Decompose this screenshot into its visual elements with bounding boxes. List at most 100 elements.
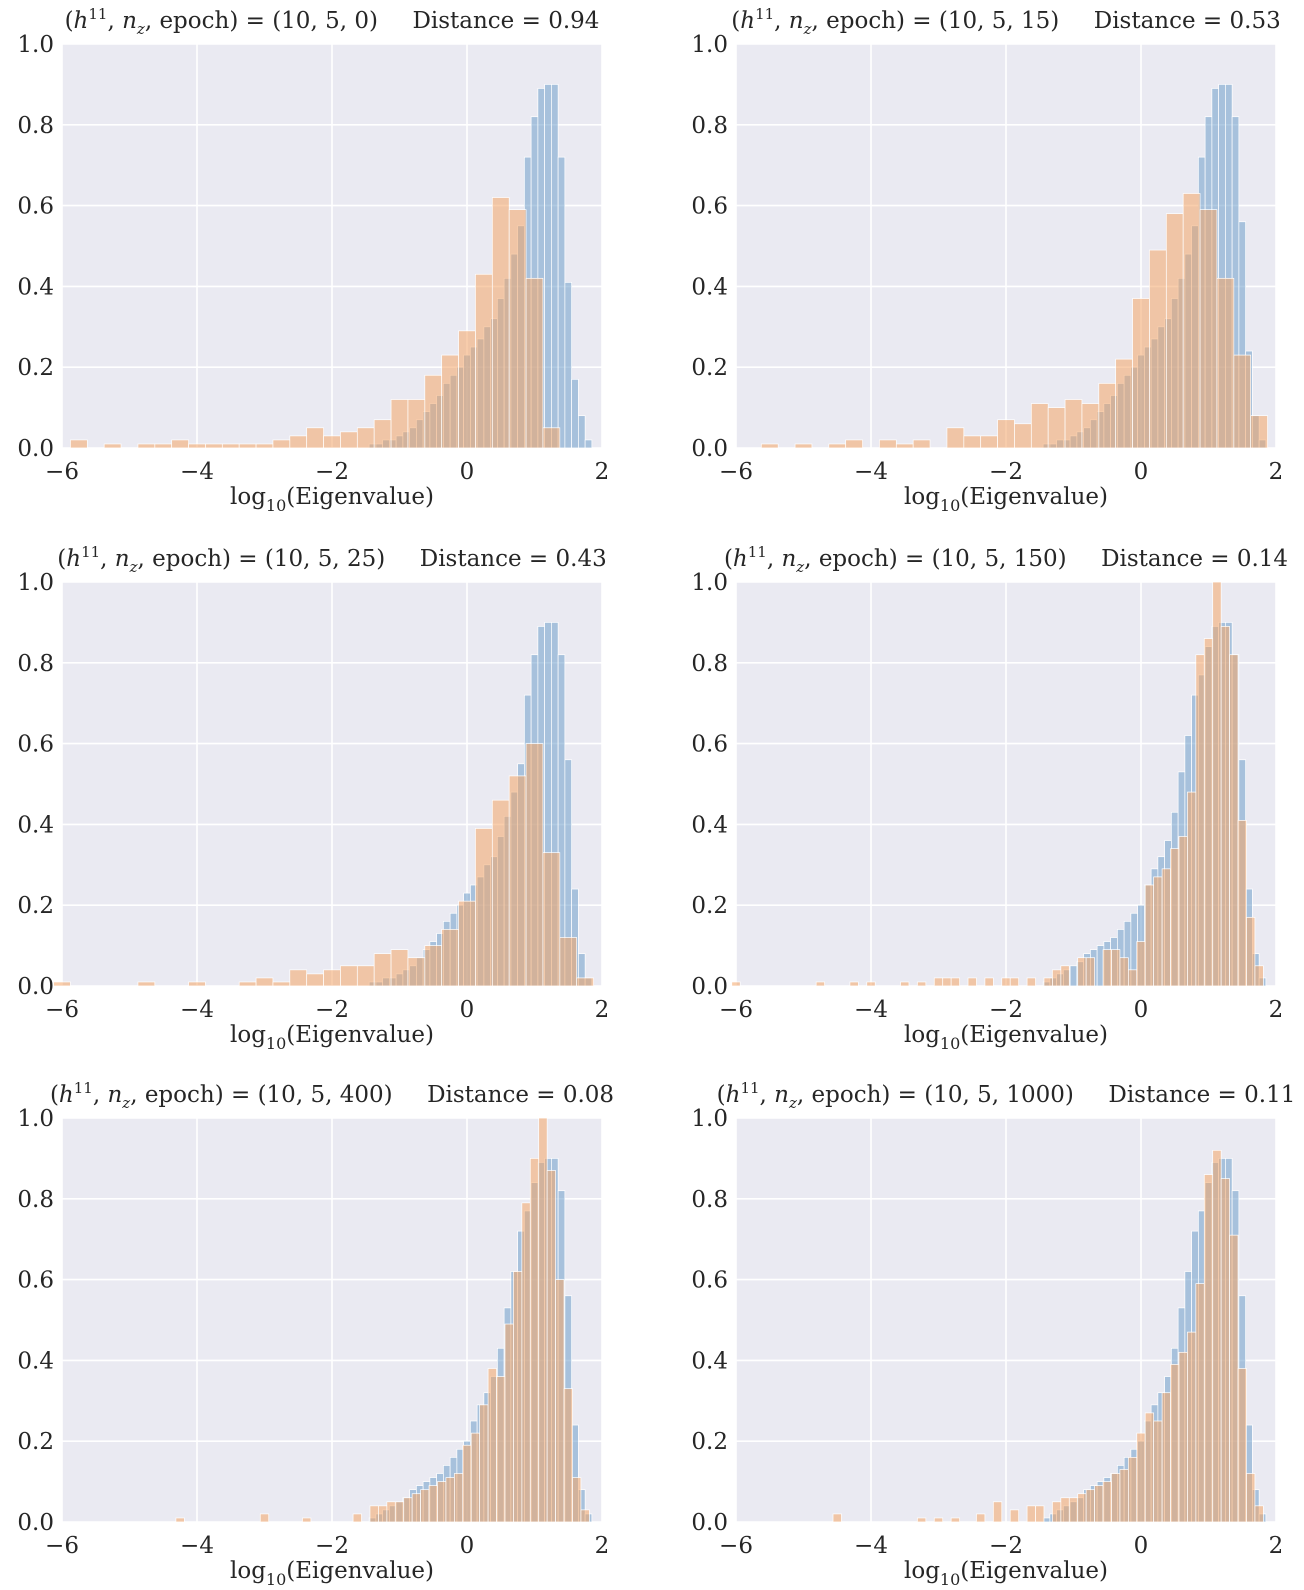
x-tick-label: 0 <box>1134 459 1149 485</box>
y-tick-label: 0.0 <box>17 974 54 1000</box>
histogram-bar-orange <box>154 443 173 449</box>
histogram-bar-orange <box>1052 969 1062 987</box>
histogram-bar-orange <box>289 435 308 449</box>
histogram-bar-orange <box>572 1477 582 1523</box>
x-axis-label: log10(Eigenvalue) <box>904 1558 1108 1589</box>
histogram-bar-orange <box>504 1323 514 1523</box>
histogram-bar-orange <box>1127 1457 1138 1523</box>
histogram-bar-orange <box>390 949 409 987</box>
y-tick-label: 0.4 <box>691 812 728 838</box>
histogram-bar-blue <box>564 282 572 449</box>
panel-title: (h11, nz, epoch) = (10, 5, 150) Distance… <box>724 543 1288 576</box>
chart-panel-bottom-left: −6 −4 −2 0 2 0.0 0.2 0.4 0.6 0.8 1.0 log10(Eigenval… <box>17 1079 614 1589</box>
y-tick-label: 0.2 <box>691 355 728 381</box>
histogram-bar-orange <box>525 743 544 987</box>
histogram-bar-orange <box>378 1505 388 1523</box>
histogram-bar-orange <box>1098 383 1117 449</box>
histogram-bar-orange <box>53 981 71 987</box>
histogram-bar-orange <box>980 435 998 449</box>
histogram-bar-orange <box>760 443 779 449</box>
histogram-bar-orange <box>302 1517 312 1523</box>
x-tick-label: −2 <box>989 459 1023 485</box>
histogram-bar-orange <box>407 399 426 449</box>
histogram-bar-orange <box>352 1513 362 1523</box>
histogram-bar-blue <box>1069 965 1078 987</box>
histogram-bar-orange <box>828 443 847 449</box>
histogram-bar-orange <box>1250 415 1268 449</box>
histogram-bar-orange <box>475 273 493 449</box>
x-tick-label: 2 <box>595 1533 610 1559</box>
histogram-bar-orange <box>976 1513 986 1523</box>
histogram-bar-orange <box>1165 213 1184 449</box>
histogram-bar-orange <box>491 197 510 449</box>
histogram-bar-orange <box>900 981 910 987</box>
histogram-bar-orange <box>356 427 375 449</box>
histogram-bar-orange <box>1178 836 1188 987</box>
histogram-bar-blue <box>584 439 593 449</box>
chart-panel-middle-right: −6 −4 −2 0 2 0.0 0.2 0.4 0.6 0.8 1.0 log10(Eigenval… <box>691 543 1288 1053</box>
histogram-bar-orange <box>221 443 240 449</box>
histogram-bar-orange <box>1119 1469 1129 1523</box>
histogram-bar-orange <box>1220 626 1230 987</box>
y-tick-label: 0.2 <box>17 355 54 381</box>
histogram-bar-orange <box>1229 654 1239 987</box>
histogram-bar-orange <box>424 945 443 987</box>
panel-title: (h11, nz, epoch) = (10, 5, 25) Distance … <box>57 543 606 576</box>
y-tick-label: 0.8 <box>691 113 728 139</box>
histogram-bar-orange <box>1081 403 1100 449</box>
x-axis-label: log10(Eigenvalue) <box>230 1558 434 1589</box>
x-tick-label: 0 <box>460 997 475 1023</box>
histogram-bar-orange <box>175 1517 185 1523</box>
histogram-bar-orange <box>1127 969 1138 987</box>
x-tick-label: 2 <box>1269 997 1284 1023</box>
histogram-bar-orange <box>508 775 527 987</box>
histogram-bar-orange <box>1216 277 1235 449</box>
histogram-bar-orange <box>1153 1420 1163 1523</box>
histogram-bar-orange <box>356 965 375 987</box>
histogram-bar-orange <box>1009 977 1020 987</box>
x-tick-label: −6 <box>719 459 753 485</box>
histogram-bar-orange <box>933 1517 944 1523</box>
histogram-bar-blue <box>571 378 579 449</box>
histogram-bar-orange <box>458 330 476 449</box>
histogram-bar-orange <box>1052 1501 1062 1523</box>
histogram-bar-orange <box>1220 1178 1230 1523</box>
histogram-bar-orange <box>496 1376 506 1523</box>
histogram-bar-orange <box>1085 1489 1095 1523</box>
histogram-bar-orange <box>491 799 510 987</box>
histogram-bar-orange <box>849 981 859 987</box>
histogram-bar-orange <box>1246 1473 1256 1523</box>
y-tick-label: 0.6 <box>691 732 728 758</box>
y-tick-label: 0.0 <box>17 436 54 462</box>
histogram-bar-orange <box>1233 354 1252 449</box>
x-tick-label: 0 <box>460 459 475 485</box>
histogram-bar-orange <box>1237 820 1247 987</box>
y-tick-label: 1.0 <box>691 570 728 596</box>
y-tick-label: 0.2 <box>17 1429 54 1455</box>
y-tick-label: 0.4 <box>691 274 728 300</box>
y-tick-label: 0.0 <box>691 1510 728 1536</box>
histogram-bar-orange <box>188 981 206 987</box>
histogram-bar-orange <box>103 443 122 449</box>
histogram-bar-orange <box>1119 957 1129 987</box>
histogram-bar-orange <box>895 443 914 449</box>
histogram-bar-orange <box>1187 1331 1197 1523</box>
x-tick-label: 2 <box>595 997 610 1023</box>
x-tick-label: 2 <box>595 459 610 485</box>
y-tick-label: 0.2 <box>691 1429 728 1455</box>
histogram-bar-orange <box>546 1170 556 1523</box>
histogram-bar-orange <box>462 1444 472 1523</box>
histogram-bar-orange <box>369 1505 379 1523</box>
histogram-bar-orange <box>997 419 1015 449</box>
histogram-bar-orange <box>1026 977 1036 987</box>
histogram-bar-orange <box>479 1404 489 1523</box>
histogram-bar-blue <box>544 84 552 449</box>
panel-title: (h11, nz, epoch) = (10, 5, 400) Distance… <box>50 1079 614 1112</box>
histogram-bar-orange <box>967 977 977 987</box>
histogram-bar-orange <box>521 1202 531 1523</box>
histogram-bar-orange <box>441 929 459 987</box>
histogram-bar-orange <box>407 957 426 987</box>
y-tick-label: 0.8 <box>17 113 54 139</box>
x-tick-label: 2 <box>1269 459 1284 485</box>
histogram-bar-orange <box>1195 654 1205 987</box>
